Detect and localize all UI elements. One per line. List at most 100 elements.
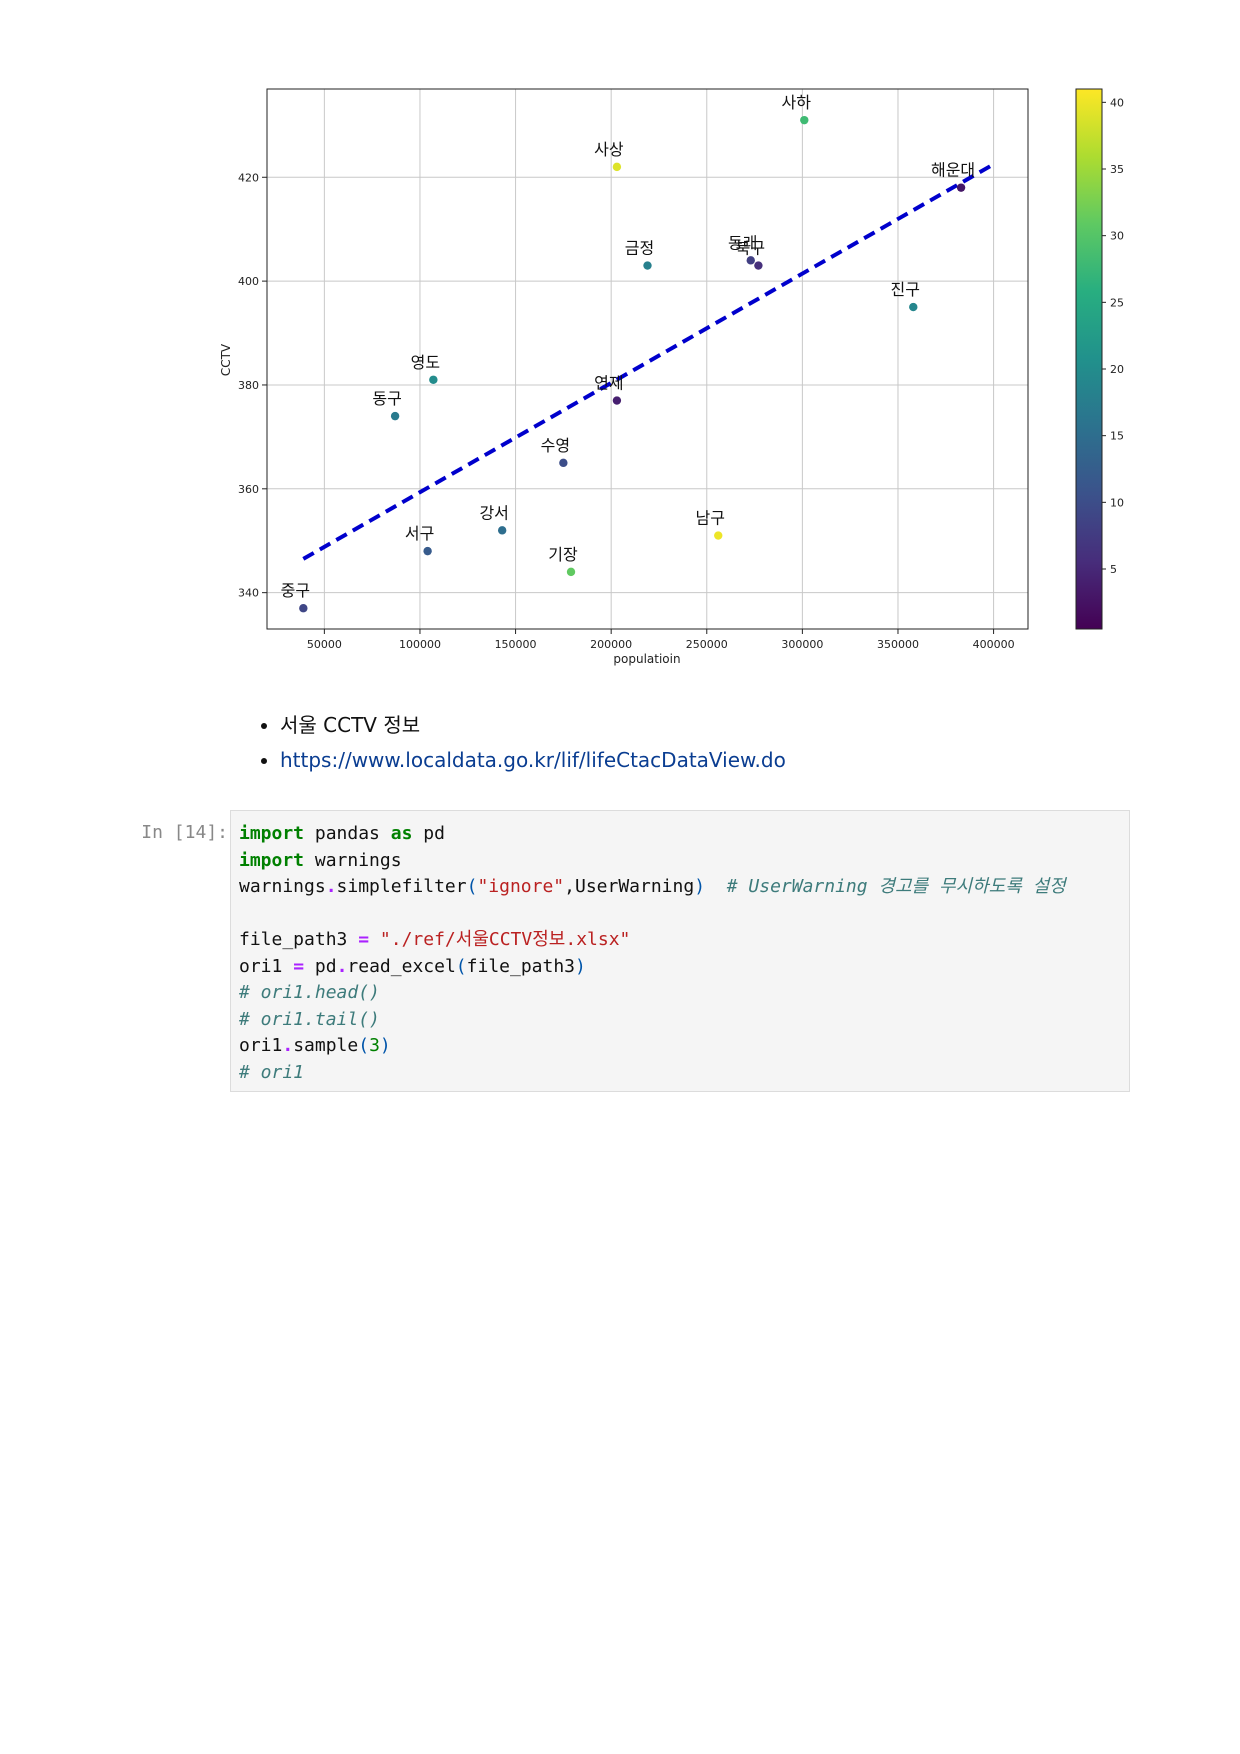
code-token: ori1 [239,1035,283,1056]
code-token: ) [379,1035,391,1056]
data-point [559,458,568,468]
colorbar-tick-label: 35 [1110,163,1124,176]
colorbar-tick-label: 30 [1110,230,1124,243]
x-tick-label: 50000 [307,638,342,651]
code-comment: # ori1.tail() [239,1008,380,1030]
data-point [956,183,966,192]
code-token: as [390,823,413,844]
point-label: 동구 [372,389,401,408]
code-token: file_path3 [239,929,348,950]
code-token: file_path3 [466,955,576,977]
y-tick-label: 380 [238,379,259,392]
data-point [612,396,622,405]
code-comment: # UserWarning 경고를 무시하도록 설정 [726,876,1066,897]
data-point [754,261,763,270]
point-label: 북구 [736,239,765,258]
scatter-chart: 50000 100000 150000 200000 250000 300000 35000… [219,88,1124,666]
colorbar-tick-label: 5 [1110,563,1117,576]
colorbar-tick-label: 15 [1110,430,1124,443]
data-points [299,115,966,613]
data-point [299,604,308,613]
list-item: 서울 CCTV 정보 [280,708,786,743]
point-label: 서구 [405,524,434,543]
point-label: 강서 [479,503,508,522]
data-point [566,567,576,577]
plot-frame [266,88,1029,630]
data-point [390,411,400,421]
x-tick-label: 250000 [686,638,728,651]
colorbar-tick-label: 20 [1110,363,1124,376]
trend-line [302,162,995,561]
data-point [800,115,809,125]
code-token: warnings [314,849,402,871]
x-tick-label: 150000 [495,638,537,651]
code-token: pandas [314,823,380,844]
colorbar-tick-label: 10 [1110,496,1124,509]
y-tick-label: 400 [238,275,259,288]
code-token: ori1 [239,955,283,977]
list-item: https://www.localdata.go.kr/lif/lifeCtac… [280,743,786,778]
y-tick-label: 340 [238,587,259,600]
y-axis-ticks: 340 360 380 400 420 [238,171,267,600]
link-list: 서울 CCTV 정보 https://www.localdata.go.kr/l… [252,708,786,778]
point-label: 사상 [594,140,624,159]
code-token: ( [455,955,467,977]
code-token: "ignore" [477,876,565,897]
colorbar-tick-label: 25 [1110,296,1124,309]
data-point [497,526,507,535]
code-token: pd [423,823,445,844]
point-label: 영도 [411,353,440,372]
point-label: 사하 [782,93,812,112]
point-label: 금정 [625,239,654,258]
x-tick-label: 350000 [877,638,919,651]
cell-prompt: In [14]: [141,822,228,843]
grid-lines [267,89,1028,629]
code-token: . [336,955,348,977]
code-editor[interactable]: import pandas as pd import warnings warn… [231,811,1129,1086]
data-point [746,256,755,265]
code-token: sample [293,1035,359,1056]
code-token: warnings [239,876,326,897]
y-axis-label: CCTV [219,343,233,376]
code-token: "./ref/서울CCTV정보.xlsx" [379,929,631,950]
code-token: ,UserWarning [564,876,695,897]
code-comment: # ori1 [239,1061,305,1083]
point-label: 중구 [281,581,310,600]
point-label: 수영 [541,436,570,455]
code-token: ( [466,876,478,897]
code-cell[interactable]: import pandas as pd import warnings warn… [230,810,1130,1092]
code-token: ( [358,1035,370,1056]
code-token: = [293,955,305,977]
code-comment: # ori1.head() [239,982,380,1003]
data-point [612,162,622,172]
x-axis-label: populatioin [613,652,680,666]
code-token: ) [694,876,706,897]
y-tick-label: 420 [238,171,259,184]
code-token: = [358,929,370,950]
code-token: 3 [369,1035,380,1056]
data-point [423,546,432,556]
point-label: 연제 [594,374,623,393]
data-point [429,375,438,384]
x-tick-label: 100000 [399,638,441,651]
seoul-cctv-info-text: 서울 CCTV 정보 [280,713,421,737]
x-tick-label: 300000 [781,638,823,651]
point-label: 기장 [548,545,578,564]
data-point [909,302,918,312]
y-tick-label: 360 [238,483,259,496]
point-label: 남구 [696,509,725,528]
code-token: ) [575,955,586,977]
localdata-link[interactable]: https://www.localdata.go.kr/lif/lifeCtac… [280,748,786,772]
code-token: read_excel [347,955,456,977]
x-tick-label: 200000 [590,638,632,651]
colorbar-ticks: 5 10 15 20 25 30 35 40 [1102,96,1124,576]
point-label: 해운대 [931,161,975,180]
colorbar [1075,88,1103,630]
x-axis-ticks: 50000 100000 150000 200000 250000 300000 35000… [307,629,1015,651]
code-token: import [239,849,305,871]
code-token: . [282,1035,294,1056]
code-token: pd [314,955,337,977]
colorbar-tick-label: 40 [1110,96,1124,109]
point-label: 동래 [728,233,757,252]
